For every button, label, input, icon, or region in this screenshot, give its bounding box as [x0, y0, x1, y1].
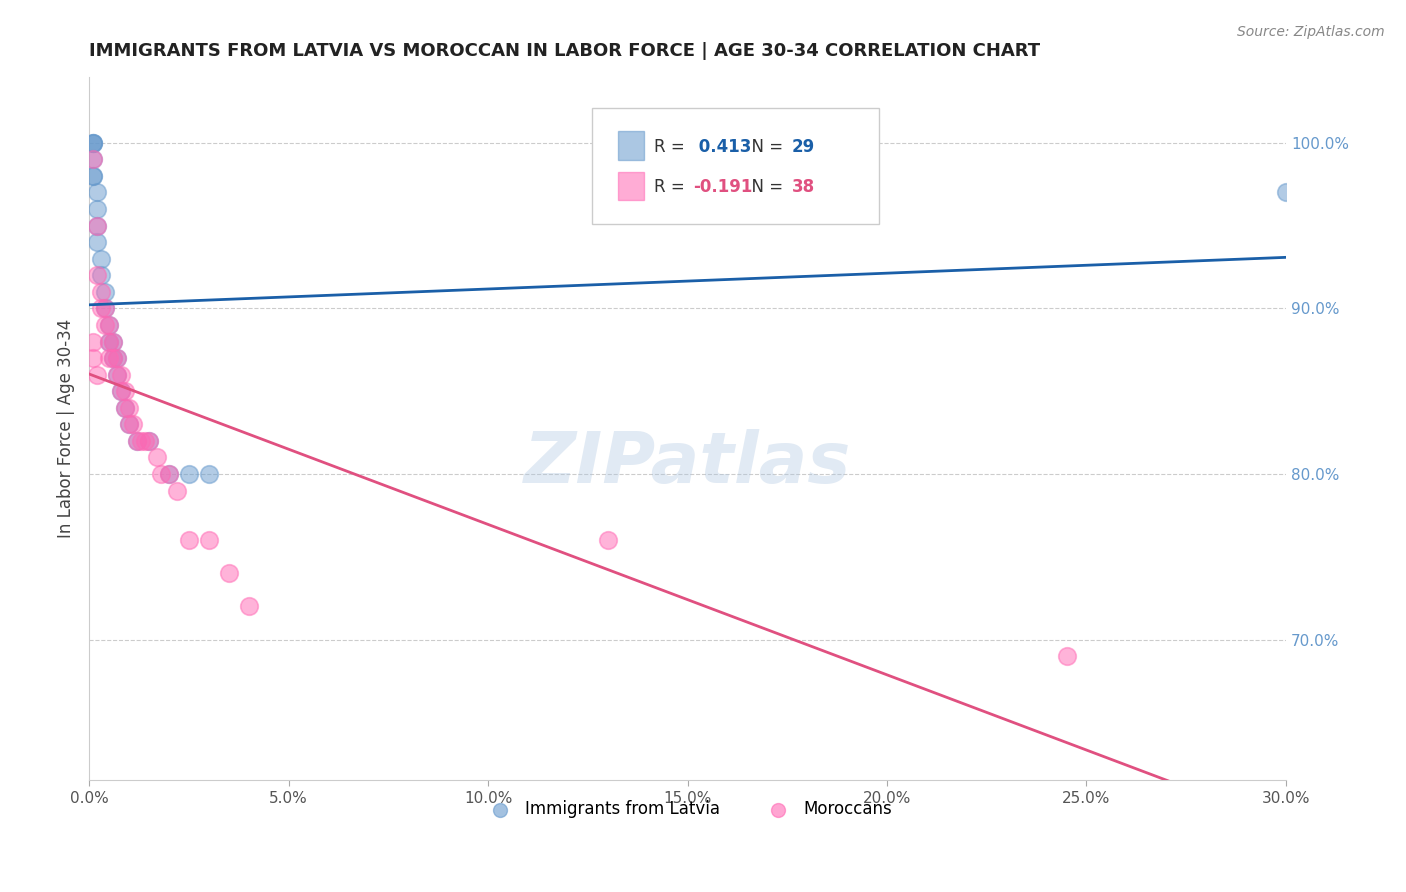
- Point: [82, 153, 104, 167]
- Point: [138, 434, 160, 448]
- Point: [94, 301, 117, 316]
- Point: [82, 169, 104, 183]
- Point: [218, 566, 240, 581]
- Point: [118, 417, 141, 432]
- Point: [1275, 186, 1298, 200]
- Point: [1056, 649, 1078, 664]
- Point: [82, 136, 104, 150]
- Point: [157, 467, 180, 481]
- Point: [98, 318, 121, 332]
- Point: [118, 401, 141, 415]
- Text: 29: 29: [792, 138, 815, 156]
- Point: [82, 334, 104, 349]
- Point: [86, 202, 108, 216]
- Point: [94, 318, 117, 332]
- Point: [82, 153, 104, 167]
- Point: [110, 368, 132, 382]
- Point: [114, 401, 136, 415]
- Point: [98, 318, 121, 332]
- Point: [238, 599, 260, 614]
- Point: [149, 467, 172, 481]
- Point: [86, 219, 108, 233]
- Point: [105, 351, 128, 365]
- Point: [90, 301, 112, 316]
- Point: [166, 483, 188, 498]
- Point: [86, 186, 108, 200]
- Text: N =: N =: [741, 138, 789, 156]
- Point: [105, 368, 128, 382]
- Point: [596, 533, 619, 548]
- Text: R =: R =: [654, 178, 690, 196]
- Point: [114, 401, 136, 415]
- Point: [177, 467, 200, 481]
- Point: [86, 235, 108, 249]
- Point: [101, 351, 124, 365]
- Y-axis label: In Labor Force | Age 30-34: In Labor Force | Age 30-34: [58, 318, 75, 538]
- Point: [197, 467, 219, 481]
- Point: [105, 368, 128, 382]
- Text: IMMIGRANTS FROM LATVIA VS MOROCCAN IN LABOR FORCE | AGE 30-34 CORRELATION CHART: IMMIGRANTS FROM LATVIA VS MOROCCAN IN LA…: [89, 42, 1040, 60]
- Point: [110, 384, 132, 399]
- Bar: [619, 131, 644, 160]
- Text: 0.413: 0.413: [693, 138, 752, 156]
- Point: [101, 334, 124, 349]
- Point: [98, 334, 121, 349]
- Text: R =: R =: [654, 138, 690, 156]
- Point: [98, 351, 121, 365]
- Legend: Immigrants from Latvia, Moroccans: Immigrants from Latvia, Moroccans: [477, 793, 898, 825]
- Point: [82, 136, 104, 150]
- Bar: [619, 171, 644, 200]
- Point: [94, 301, 117, 316]
- Point: [197, 533, 219, 548]
- FancyBboxPatch shape: [592, 108, 879, 225]
- Point: [177, 533, 200, 548]
- Point: [129, 434, 152, 448]
- Point: [134, 434, 156, 448]
- Point: [86, 219, 108, 233]
- Point: [90, 285, 112, 299]
- Point: [114, 384, 136, 399]
- Point: [118, 417, 141, 432]
- Point: [86, 268, 108, 283]
- Text: N =: N =: [741, 178, 789, 196]
- Point: [125, 434, 148, 448]
- Point: [138, 434, 160, 448]
- Point: [90, 268, 112, 283]
- Point: [101, 351, 124, 365]
- Point: [90, 252, 112, 266]
- Point: [82, 169, 104, 183]
- Point: [122, 417, 145, 432]
- Point: [110, 384, 132, 399]
- Point: [82, 136, 104, 150]
- Text: Source: ZipAtlas.com: Source: ZipAtlas.com: [1237, 25, 1385, 39]
- Point: [82, 351, 104, 365]
- Point: [101, 334, 124, 349]
- Point: [146, 450, 169, 465]
- Point: [105, 351, 128, 365]
- Point: [98, 334, 121, 349]
- Text: -0.191: -0.191: [693, 178, 752, 196]
- Point: [86, 368, 108, 382]
- Point: [94, 285, 117, 299]
- Text: 38: 38: [792, 178, 814, 196]
- Point: [157, 467, 180, 481]
- Point: [125, 434, 148, 448]
- Text: ZIPatlas: ZIPatlas: [524, 429, 851, 498]
